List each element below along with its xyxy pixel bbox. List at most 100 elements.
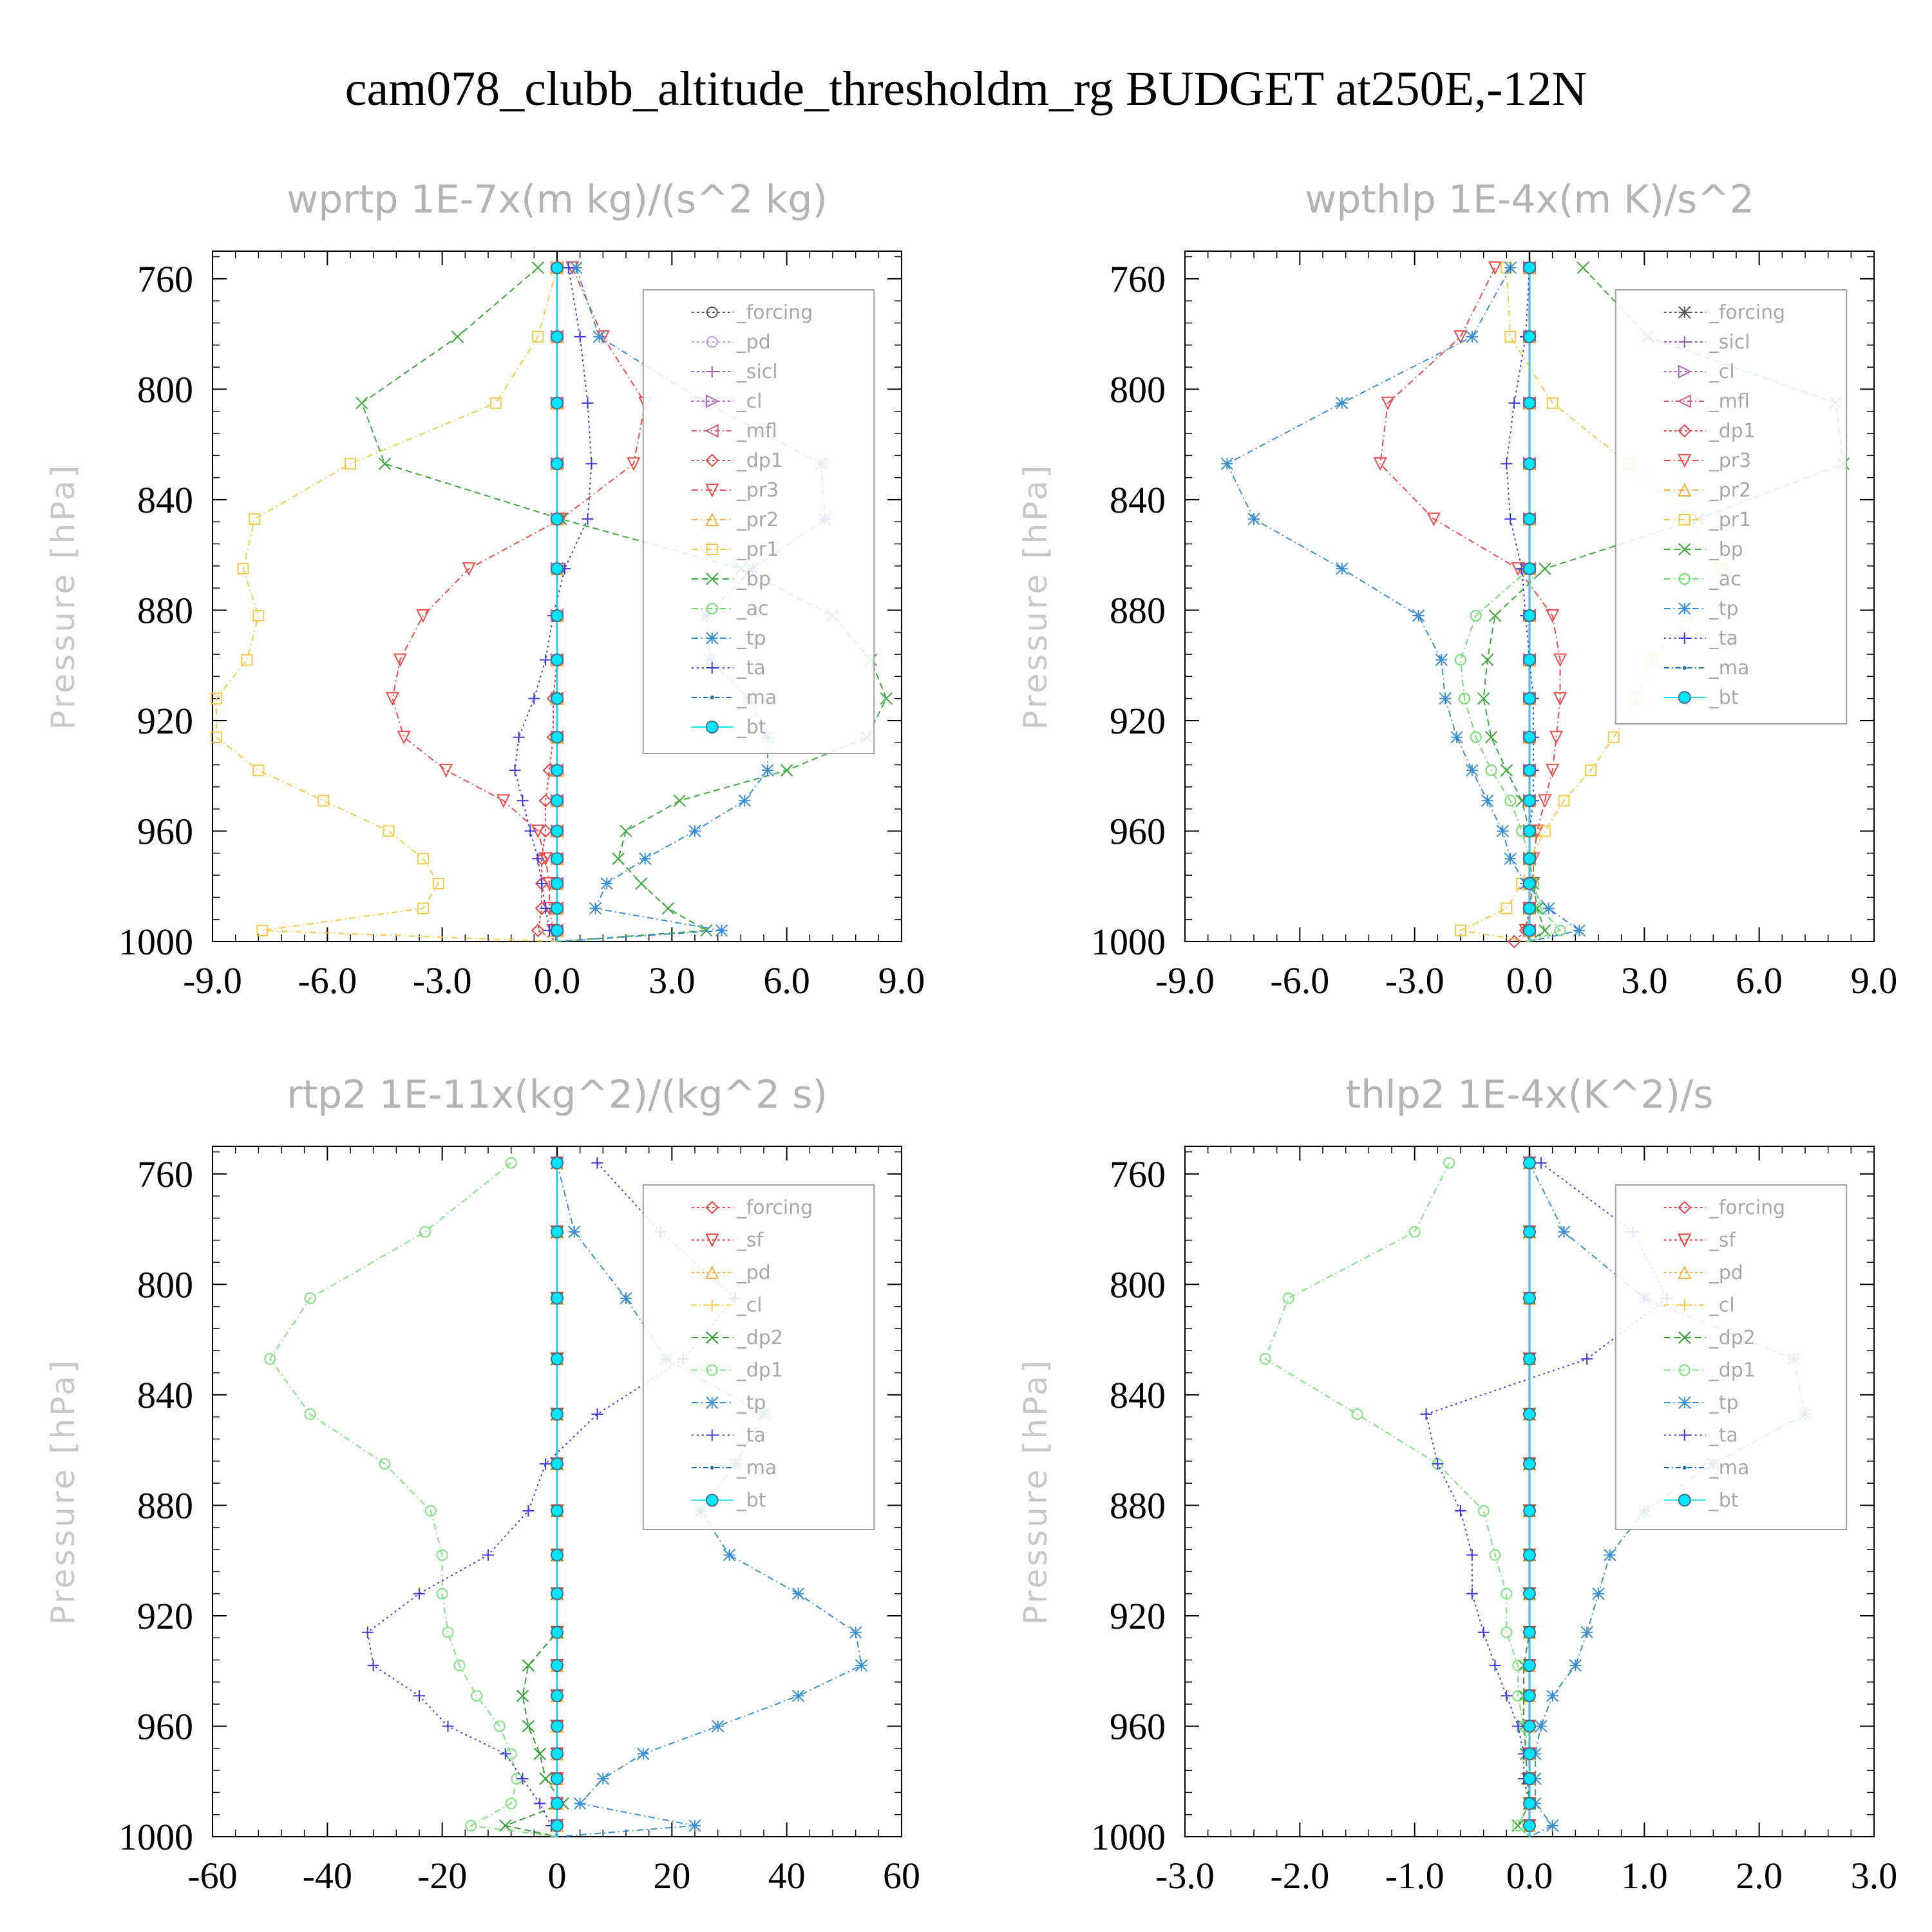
- legend-marker: [706, 366, 718, 377]
- data-point: [249, 513, 261, 525]
- data-point: [700, 924, 713, 937]
- data-point: [551, 1689, 564, 1703]
- series-line: [392, 267, 646, 942]
- y-tick-label: 800: [137, 368, 193, 410]
- x-tick-label: -1.0: [1385, 1855, 1444, 1897]
- data-point: [849, 1625, 862, 1639]
- y-tick-label: 960: [1110, 1705, 1166, 1747]
- data-point: [256, 924, 269, 936]
- legend-label: _tp: [736, 627, 766, 650]
- data-point: [442, 1626, 454, 1638]
- legend-label: _bt: [736, 716, 766, 739]
- data-point: [1581, 1353, 1593, 1365]
- legend-marker: [1682, 666, 1687, 670]
- series-dp1: [531, 261, 564, 942]
- legend-label: _dp1: [736, 1359, 783, 1382]
- legend-marker: [706, 307, 718, 318]
- legend-marker: [1678, 1429, 1690, 1441]
- data-point: [534, 1797, 546, 1810]
- series-pr3: [385, 261, 652, 942]
- data-point: [1488, 261, 1502, 275]
- data-point: [1435, 653, 1448, 667]
- legend-marker: [1678, 336, 1690, 348]
- series-bt: [1523, 261, 1536, 942]
- data-point: [345, 458, 356, 470]
- series-dp2: [499, 1157, 569, 1837]
- data-point: [1488, 609, 1502, 622]
- data-point: [1523, 692, 1536, 705]
- data-point: [524, 825, 536, 837]
- data-point: [432, 877, 444, 889]
- x-tick-label: 0.0: [534, 960, 581, 1001]
- data-point: [536, 877, 548, 889]
- legend-item: _bt: [691, 716, 766, 739]
- data-point: [661, 902, 675, 915]
- legend-marker: [705, 1200, 719, 1215]
- legend-marker: [1678, 1396, 1691, 1409]
- panel-title: thlp2 1E-4x(K^2)/s: [1345, 1072, 1713, 1117]
- x-tick-label: -2.0: [1270, 1855, 1329, 1897]
- data-point: [540, 902, 552, 914]
- series-line: [1226, 267, 1581, 942]
- legend-item: _pr3: [1663, 450, 1751, 472]
- data-point: [513, 731, 525, 743]
- data-point: [1523, 396, 1536, 410]
- legend-marker: [706, 603, 718, 614]
- data-point: [1470, 731, 1482, 743]
- data-point: [1523, 1291, 1536, 1305]
- data-point: [551, 609, 564, 623]
- legend-label: _mfl: [736, 420, 777, 442]
- data-point: [1485, 764, 1497, 777]
- data-point: [573, 1797, 587, 1810]
- legend-label: _ac: [1709, 568, 1741, 591]
- data-point: [1523, 1457, 1536, 1471]
- data-point: [361, 1626, 374, 1638]
- legend-item: _forcing: [1663, 1197, 1785, 1219]
- y-tick-label: 800: [1110, 1264, 1166, 1305]
- data-point: [855, 1659, 868, 1672]
- legend-marker: [705, 1265, 719, 1279]
- legend-label: _pr1: [1709, 509, 1751, 531]
- data-point: [551, 512, 564, 526]
- data-point: [378, 457, 392, 470]
- y-tick-label: 840: [137, 479, 193, 521]
- data-point: [1412, 609, 1425, 622]
- chart-panel-2: wpthlp 1E-4x(m K)/s^2 Pressure [hPa] -9.0 -…: [1017, 177, 1897, 1001]
- data-point: [531, 261, 544, 274]
- x-tick-label: -6.0: [1270, 960, 1329, 1001]
- legend-marker: [1678, 1364, 1690, 1376]
- data-point: [532, 330, 544, 343]
- y-tick-label: 920: [137, 700, 193, 742]
- legend-marker: [705, 484, 719, 498]
- data-point: [499, 1819, 512, 1832]
- data-point: [413, 1690, 425, 1702]
- legend-marker: [1678, 1233, 1692, 1247]
- data-point: [493, 1720, 506, 1732]
- data-point: [516, 1689, 529, 1703]
- data-point: [1523, 457, 1536, 471]
- x-tick-label: 6.0: [763, 960, 810, 1001]
- data-point: [1523, 1504, 1536, 1518]
- legend-label: _ma: [736, 687, 777, 709]
- data-point: [568, 1226, 581, 1238]
- data-point: [551, 562, 564, 576]
- data-point: [482, 1549, 494, 1561]
- data-point: [582, 513, 594, 525]
- x-tick-label: 0: [548, 1855, 567, 1897]
- series-pr1: [210, 261, 563, 942]
- data-point: [499, 1748, 511, 1760]
- y-tick-label: 800: [1110, 368, 1166, 410]
- data-point: [252, 764, 265, 777]
- data-point: [1507, 934, 1521, 949]
- legend-label: _forcing: [1709, 1197, 1785, 1219]
- series-line: [1517, 1162, 1531, 1837]
- data-point: [551, 876, 564, 890]
- legend-item: _bt: [691, 1490, 766, 1512]
- legend-item: _tp: [691, 627, 766, 650]
- legend-item: _ma: [691, 687, 777, 709]
- data-point: [637, 1747, 650, 1761]
- series-tp: [1220, 261, 1586, 942]
- data-point: [551, 1504, 564, 1518]
- data-point: [880, 692, 893, 705]
- legend-label: _ta: [736, 1425, 766, 1447]
